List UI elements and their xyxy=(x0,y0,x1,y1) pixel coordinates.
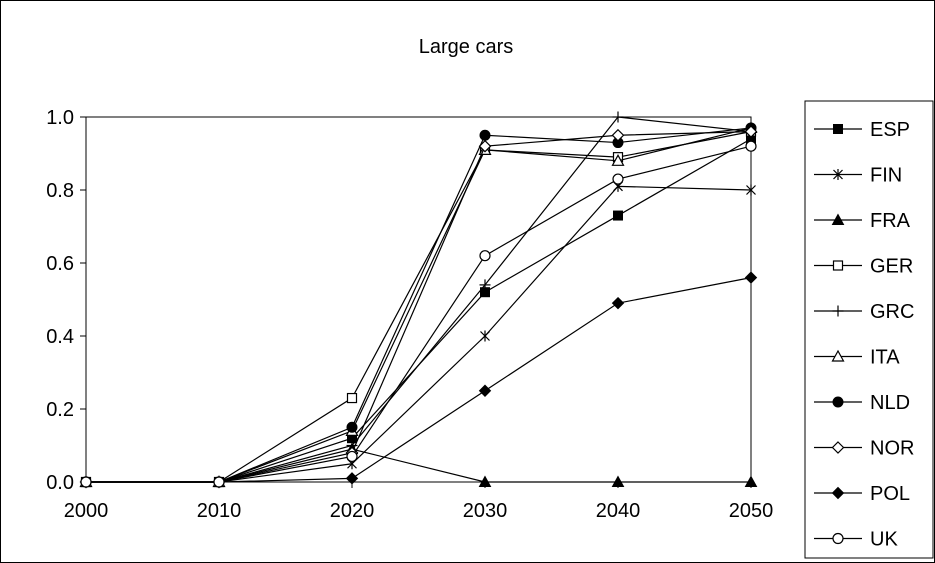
legend-item: FRA xyxy=(814,210,911,232)
y-tick-label: 0.6 xyxy=(46,253,74,275)
data-point xyxy=(832,532,844,545)
series-line xyxy=(86,138,752,483)
legend-item: ESP xyxy=(814,119,910,141)
series-line xyxy=(86,277,752,483)
series-fra xyxy=(79,442,758,487)
data-point xyxy=(479,250,491,262)
series-ita xyxy=(79,121,758,488)
legend-item: GER xyxy=(814,256,913,278)
data-point xyxy=(832,260,844,271)
data-point xyxy=(744,125,758,138)
legend-label: POL xyxy=(870,483,910,505)
legend-item: POL xyxy=(814,483,910,505)
x-tick-label: 2010 xyxy=(197,500,242,522)
data-point xyxy=(213,476,225,488)
legend-label: NLD xyxy=(870,392,910,414)
data-point xyxy=(478,139,492,153)
legend-label: FIN xyxy=(870,165,902,187)
data-point xyxy=(479,129,491,141)
series-pol xyxy=(79,271,758,489)
data-point xyxy=(745,140,757,152)
x-tick-label: 2030 xyxy=(463,500,508,522)
y-axis: 0.0 0.2 0.4 0.6 0.8 1.0 xyxy=(46,107,86,494)
series-line xyxy=(86,145,752,483)
data-point xyxy=(612,173,624,185)
legend-label: GRC xyxy=(870,301,914,323)
data-point xyxy=(611,475,625,487)
legend-label: ESP xyxy=(870,119,910,141)
data-point xyxy=(831,213,845,225)
x-tick-label: 2040 xyxy=(596,500,641,522)
data-point xyxy=(611,154,625,166)
legend xyxy=(804,100,934,559)
data-point xyxy=(832,305,844,317)
data-point xyxy=(479,279,491,291)
data-point xyxy=(612,111,624,123)
x-axis: 2000 2010 2020 2030 2040 2050 xyxy=(64,482,774,522)
series-ger xyxy=(80,126,757,488)
data-point xyxy=(833,124,843,134)
data-point xyxy=(346,421,358,433)
y-tick-label: 0.4 xyxy=(46,326,74,348)
data-point xyxy=(744,475,758,487)
legend-item: UK xyxy=(814,529,898,551)
legend-item: NLD xyxy=(814,392,910,414)
legend-entries: ESP FIN FRA GER GRC ITA NLD NOR POL UK xyxy=(814,119,914,551)
x-tick-label: 2000 xyxy=(64,500,109,522)
data-point xyxy=(744,271,758,284)
series-line xyxy=(86,185,752,483)
data-point xyxy=(345,472,359,485)
legend-label: GER xyxy=(870,256,913,278)
series-fin xyxy=(81,180,756,488)
series-nld xyxy=(80,122,757,488)
data-point xyxy=(478,475,492,487)
series-line xyxy=(86,127,752,483)
legend-item: GRC xyxy=(814,301,914,323)
data-point xyxy=(833,169,843,180)
chart-title: Large cars xyxy=(419,36,514,58)
legend-label: ITA xyxy=(870,347,900,369)
legend-label: UK xyxy=(870,529,898,551)
data-point xyxy=(478,384,492,397)
data-point xyxy=(613,210,623,221)
legend-item: NOR xyxy=(814,438,914,460)
data-point xyxy=(832,396,844,408)
data-point xyxy=(746,184,756,196)
data-point xyxy=(346,450,358,463)
x-tick-label: 2020 xyxy=(330,500,375,522)
y-tick-label: 0.8 xyxy=(46,180,74,202)
legend-item: FIN xyxy=(814,165,902,187)
data-point xyxy=(480,330,490,342)
data-point xyxy=(611,296,625,310)
legend-label: NOR xyxy=(870,438,914,460)
data-point xyxy=(611,128,625,142)
series-line xyxy=(86,448,751,483)
data-point xyxy=(831,486,845,500)
series-nor xyxy=(79,125,758,489)
series-line xyxy=(86,131,752,483)
series-layer xyxy=(79,111,758,489)
legend-label: FRA xyxy=(870,210,911,232)
series-line xyxy=(86,127,752,483)
y-tick-label: 0.0 xyxy=(46,472,74,494)
data-point xyxy=(346,392,358,404)
data-point xyxy=(831,349,845,362)
series-line xyxy=(86,131,752,483)
plot-area xyxy=(85,116,752,483)
x-tick-label: 2050 xyxy=(729,500,774,522)
y-tick-label: 0.2 xyxy=(46,399,74,421)
series-uk xyxy=(80,140,757,488)
y-tick-label: 1.0 xyxy=(46,107,74,129)
legend-item: ITA xyxy=(814,347,900,369)
data-point xyxy=(831,441,845,454)
data-point xyxy=(80,476,92,488)
